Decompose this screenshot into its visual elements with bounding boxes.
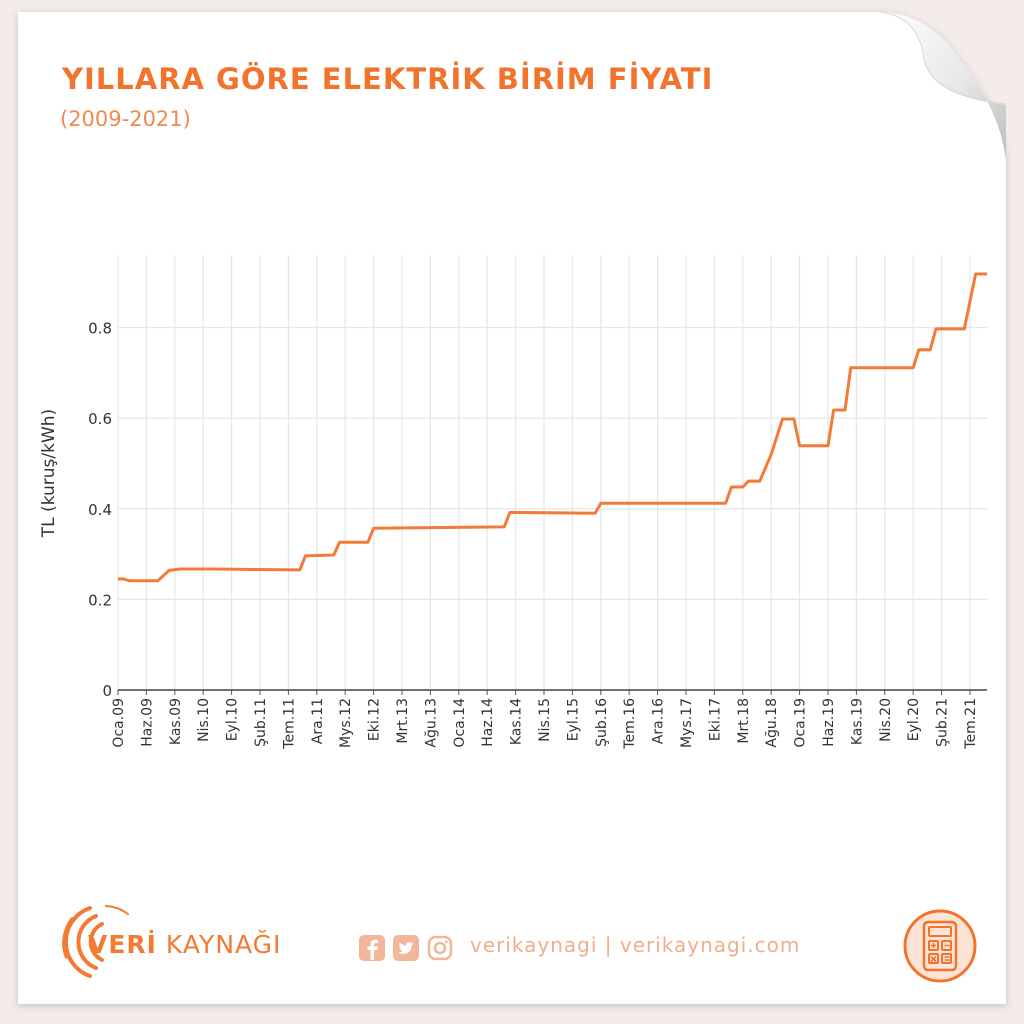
social-icons bbox=[358, 930, 454, 966]
chart-title: YILLARA GÖRE ELEKTRİK BİRİM FİYATI bbox=[62, 62, 714, 96]
x-tick-label: Haz.19 bbox=[821, 698, 837, 747]
x-tick-label: Kas.14 bbox=[509, 698, 525, 745]
brand-name-rest: KAYNAĞI bbox=[156, 930, 282, 959]
x-tick-label: Şub.21 bbox=[935, 698, 951, 747]
y-tick-label: 0 bbox=[102, 682, 112, 700]
x-tick-label: Şub.11 bbox=[253, 698, 269, 747]
x-tick-label: Oca.19 bbox=[793, 698, 809, 748]
x-tick-label: Oca.09 bbox=[111, 698, 127, 748]
x-tick-label: Eki.12 bbox=[367, 698, 383, 741]
x-tick-label: Ara.11 bbox=[310, 698, 326, 744]
x-tick-label: Mys.12 bbox=[338, 698, 354, 748]
x-tick-label: Tem.11 bbox=[281, 698, 297, 750]
paper-sheet bbox=[18, 12, 1006, 1004]
y-axis-label: TL (kuruş/kWh) bbox=[39, 409, 59, 538]
series bbox=[118, 272, 987, 583]
x-tick-label: Tem.16 bbox=[622, 698, 638, 750]
x-tick-label: Eyl.15 bbox=[565, 698, 581, 741]
x-tick-label: Ara.16 bbox=[651, 698, 667, 744]
instagram-icon[interactable] bbox=[426, 934, 454, 962]
x-tick-label: Mrt.18 bbox=[736, 698, 752, 744]
x-tick-labels: Oca.09 Haz.09 Kas.09 Nis.10 Eyl.10 Şub.11 Tem.… bbox=[111, 698, 979, 750]
x-tick-label: Eyl.20 bbox=[906, 698, 922, 741]
series-line bbox=[118, 272, 987, 583]
brand-name: VERİ KAYNAĞI bbox=[88, 930, 281, 959]
x-tick-label: Mys.17 bbox=[679, 698, 695, 748]
x-tick-label: Ağu.13 bbox=[423, 698, 439, 748]
x-tick-label: Haz.09 bbox=[139, 698, 155, 747]
page-curl bbox=[880, 12, 1006, 160]
calculator-icon bbox=[903, 909, 977, 983]
y-tick-label: 0.4 bbox=[88, 501, 112, 519]
x-tick-label: Nis.20 bbox=[878, 698, 894, 742]
brand-logo-icon bbox=[62, 905, 129, 978]
x-tick-label: Şub.16 bbox=[594, 698, 610, 747]
gridlines bbox=[117, 255, 987, 690]
x-tick-label: Mrt.13 bbox=[395, 698, 411, 744]
x-tick-label: Eyl.10 bbox=[225, 698, 241, 741]
x-tick-label: Nis.10 bbox=[196, 698, 212, 742]
x-tick-label: Haz.14 bbox=[480, 698, 496, 747]
x-tick-label: Kas.19 bbox=[849, 698, 865, 745]
y-tick-label: 0.8 bbox=[88, 320, 112, 338]
brand-name-bold: VERİ bbox=[88, 930, 157, 959]
x-tick-label: Ağu.18 bbox=[764, 698, 780, 748]
x-tick-label: Oca.14 bbox=[452, 698, 468, 748]
x-tick-label: Kas.09 bbox=[168, 698, 184, 745]
y-tick-labels: 0 0.2 0.4 0.6 0.8 bbox=[88, 320, 112, 701]
x-tick-label: Eki.17 bbox=[707, 698, 723, 741]
chart-subtitle: (2009-2021) bbox=[60, 107, 191, 131]
facebook-icon[interactable] bbox=[358, 934, 386, 962]
x-tick-label: Tem.21 bbox=[963, 698, 979, 750]
x-tick-label: Nis.15 bbox=[537, 698, 553, 742]
y-tick-label: 0.2 bbox=[88, 591, 112, 609]
axes bbox=[117, 689, 987, 695]
y-tick-label: 0.6 bbox=[88, 410, 112, 428]
website-handle[interactable]: verikaynagi | verikaynagi.com bbox=[470, 933, 801, 957]
twitter-icon[interactable] bbox=[392, 934, 420, 962]
